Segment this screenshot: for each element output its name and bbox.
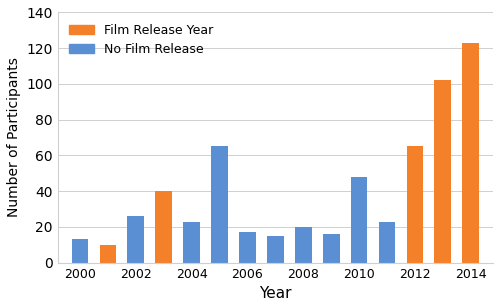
Bar xyxy=(406,147,424,263)
Bar xyxy=(72,239,88,263)
X-axis label: Year: Year xyxy=(259,286,292,301)
Bar xyxy=(462,43,479,263)
Bar xyxy=(184,221,200,263)
Bar xyxy=(323,234,340,263)
Bar xyxy=(128,216,144,263)
Bar xyxy=(378,221,396,263)
Y-axis label: Number of Participants: Number of Participants xyxy=(7,58,21,217)
Bar xyxy=(350,177,368,263)
Bar xyxy=(295,227,312,263)
Bar xyxy=(100,245,116,263)
Bar xyxy=(267,236,284,263)
Bar xyxy=(156,191,172,263)
Bar xyxy=(434,80,451,263)
Legend: Film Release Year, No Film Release: Film Release Year, No Film Release xyxy=(64,19,218,61)
Bar xyxy=(239,232,256,263)
Bar xyxy=(211,147,228,263)
